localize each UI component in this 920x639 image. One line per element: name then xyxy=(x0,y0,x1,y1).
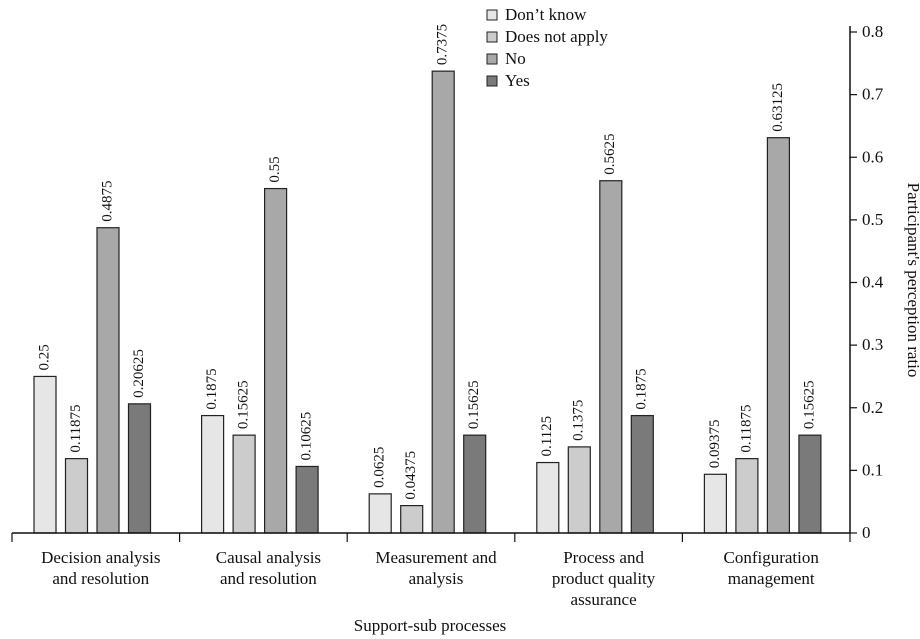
bar-3-series-1 xyxy=(368,493,392,534)
value-label-2-series-4: 0.10625 xyxy=(299,412,315,461)
category-label-4: Process and product quality assurance xyxy=(552,548,656,609)
value-label-4-series-2: 0.1375 xyxy=(571,400,587,441)
category-label-1: Decision analysis and resolution xyxy=(41,548,160,588)
bar-1-series-2 xyxy=(64,458,89,534)
bar-1-series-4 xyxy=(127,403,152,534)
legend-swatch-4 xyxy=(486,75,498,87)
y-tick-label-7: 0.7 xyxy=(862,85,884,104)
bar-5-series-4 xyxy=(798,434,822,534)
legend-label-4: Yes xyxy=(505,71,530,90)
category-label-5: Configuration management xyxy=(724,548,820,588)
category-label-3: Measurement and analysis xyxy=(375,548,497,588)
category-label-2: Causal analysis and resolution xyxy=(216,548,321,588)
y-tick-label-1: 0.1 xyxy=(862,460,883,479)
bar-3-series-4 xyxy=(463,434,487,534)
bar-4-series-4 xyxy=(630,414,654,534)
axes-layer: Decision analysis and resolution Causal an… xyxy=(11,22,884,609)
value-label-4-series-3: 0.5625 xyxy=(602,133,618,174)
legend-label-3: No xyxy=(505,49,526,68)
legend-label-2: Does not apply xyxy=(505,27,608,46)
y-axis-title: Participant's perception ratio xyxy=(904,183,920,378)
value-label-4-series-1: 0.1125 xyxy=(539,416,555,457)
value-label-2-series-1: 0.1875 xyxy=(204,368,220,409)
bar-5-series-3 xyxy=(766,137,791,534)
bar-2-series-3 xyxy=(264,187,288,534)
bar-2-series-1 xyxy=(201,414,225,534)
bar-3-series-3 xyxy=(431,70,455,534)
y-tick-label-8: 0.8 xyxy=(862,22,883,41)
legend-swatch-1 xyxy=(486,9,498,21)
legend-swatch-2 xyxy=(486,31,498,43)
value-label-5-series-3: 0.63125 xyxy=(770,83,786,132)
y-tick-label-2: 0.2 xyxy=(862,398,883,417)
bar-4-series-1 xyxy=(536,461,560,534)
x-axis-title: Support-sub processes xyxy=(354,616,507,635)
value-label-2-series-2: 0.15625 xyxy=(236,380,252,429)
y-tick-label-5: 0.5 xyxy=(862,210,883,229)
value-label-5-series-2: 0.11875 xyxy=(738,404,754,452)
bar-5-series-1 xyxy=(703,473,728,534)
y-tick-label-6: 0.6 xyxy=(862,147,883,166)
bar-2-series-4 xyxy=(295,465,319,534)
value-label-4-series-4: 0.1875 xyxy=(634,368,650,409)
legend-label-1: Don’t know xyxy=(505,5,587,24)
value-label-3-series-3: 0.7375 xyxy=(435,24,451,65)
bar-4-series-3 xyxy=(599,180,623,534)
value-label-1-series-3: 0.4875 xyxy=(99,180,115,221)
legend: Don’t know Does not apply No Yes xyxy=(486,5,608,90)
value-label-2-series-3: 0.55 xyxy=(267,156,283,182)
bars-layer xyxy=(33,70,822,534)
value-label-5-series-4: 0.15625 xyxy=(801,380,817,429)
bar-1-series-3 xyxy=(96,227,120,534)
value-label-1-series-4: 0.20625 xyxy=(131,349,147,398)
legend-swatch-3 xyxy=(486,53,498,65)
value-label-1-series-1: 0.25 xyxy=(36,344,52,370)
value-label-3-series-2: 0.04375 xyxy=(403,451,419,500)
bar-4-series-2 xyxy=(567,446,591,534)
value-label-5-series-1: 0.09375 xyxy=(707,420,723,469)
value-label-3-series-1: 0.0625 xyxy=(372,447,388,488)
y-tick-label-3: 0.3 xyxy=(862,335,883,354)
y-tick-label-0: 0 xyxy=(862,523,871,542)
value-labels-layer: 0.25 0.11875 0.4875 0.20625 0.1875 0.15625 0.5… xyxy=(36,24,817,500)
value-label-3-series-4: 0.15625 xyxy=(466,380,482,429)
bar-1-series-1 xyxy=(33,375,57,534)
bar-2-series-2 xyxy=(232,434,256,534)
bar-5-series-2 xyxy=(735,458,759,534)
y-tick-label-4: 0.4 xyxy=(862,273,884,292)
value-label-1-series-2: 0.11875 xyxy=(68,404,84,452)
bar-3-series-2 xyxy=(400,505,424,534)
